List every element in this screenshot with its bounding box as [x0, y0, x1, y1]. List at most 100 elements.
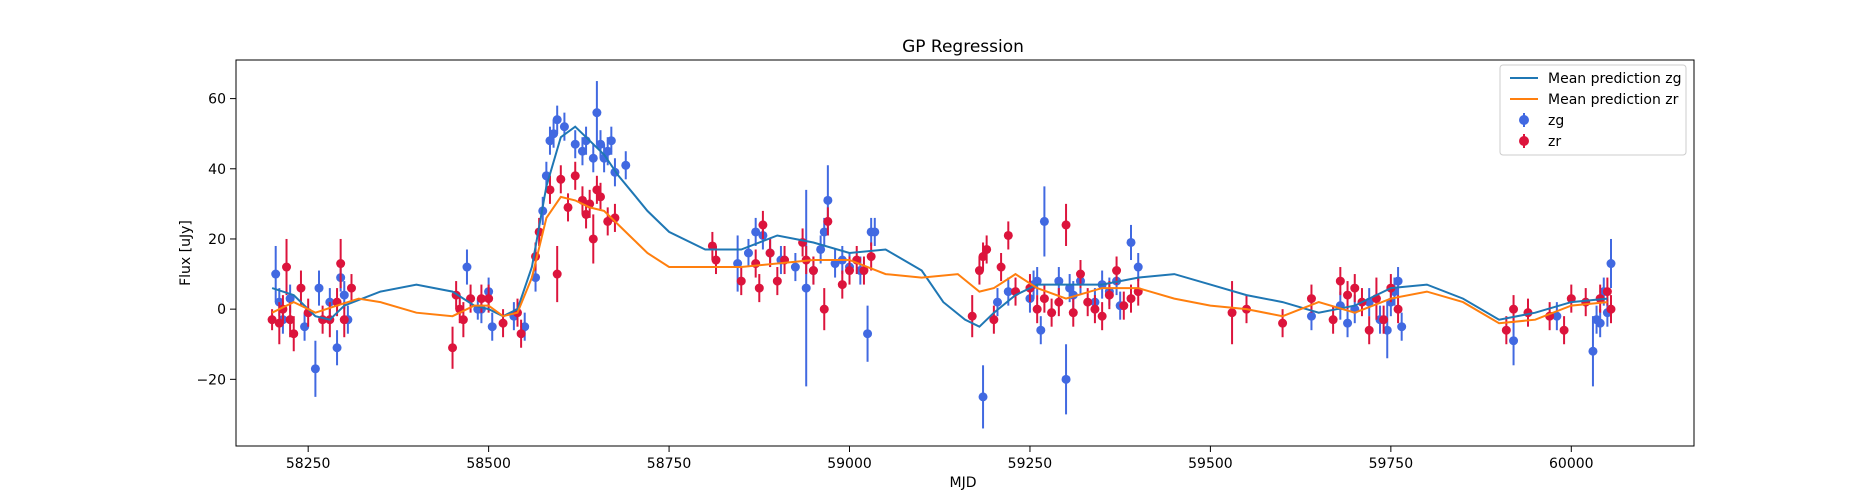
zg-point: [816, 244, 826, 254]
zg-point: [870, 227, 880, 237]
zr-point: [837, 280, 847, 290]
zg-point: [1343, 318, 1353, 328]
zr-point: [596, 192, 605, 202]
zr-point: [819, 304, 829, 314]
zr-point: [1126, 294, 1136, 304]
zg-point: [592, 108, 602, 118]
zg-point: [992, 297, 1002, 307]
zr-point: [1559, 325, 1569, 335]
zr-point: [1083, 297, 1093, 307]
zr-point: [1003, 230, 1013, 240]
zg-point: [462, 262, 472, 272]
zr-point: [592, 185, 602, 195]
y-axis: −20 0 20 40 60: [196, 92, 236, 388]
legend-label-mean-zg: Mean prediction zg: [1548, 71, 1682, 87]
zg-point: [743, 248, 753, 258]
chart-title: GP Regression: [902, 37, 1024, 57]
zr-point: [974, 266, 984, 276]
y-axis-label: Flux [uJy]: [178, 220, 194, 286]
legend-marker-zg: [1519, 115, 1529, 125]
zg-point: [1032, 276, 1042, 286]
zg-point: [733, 259, 743, 269]
zg-point: [603, 146, 613, 156]
zg-point: [1039, 216, 1049, 226]
x-tick-label: 59000: [827, 456, 872, 472]
zr-point: [1566, 294, 1576, 304]
plot-content: [267, 81, 1616, 429]
zg-point: [1552, 311, 1562, 321]
zg-point: [588, 153, 598, 163]
zr-point: [1097, 311, 1107, 321]
x-tick-label: 59750: [1369, 456, 1414, 472]
legend: Mean prediction zg Mean prediction zr zg…: [1499, 64, 1687, 156]
zr-point: [996, 262, 1006, 272]
zr-point: [1328, 315, 1338, 325]
zr-point: [845, 266, 855, 276]
zr-point: [1606, 304, 1616, 314]
zr-point: [1112, 266, 1122, 276]
zg-point: [621, 160, 631, 170]
zg-point: [599, 153, 609, 163]
zr-point: [339, 315, 349, 325]
zr-point: [285, 315, 295, 325]
zg-point: [830, 259, 840, 269]
zg-point: [487, 322, 497, 332]
zg-point: [751, 227, 761, 237]
zg-point: [285, 294, 295, 304]
zr-point: [1068, 308, 1078, 318]
zr-point: [458, 315, 468, 325]
zr-point: [1278, 318, 1288, 328]
zr-point: [552, 269, 562, 279]
zg-point: [1397, 322, 1407, 332]
zr-point: [1054, 297, 1064, 307]
zg-point: [559, 122, 569, 132]
x-axis-label: MJD: [950, 475, 977, 491]
zr-point: [1227, 308, 1237, 318]
zr-point: [1075, 269, 1085, 279]
zr-point: [484, 294, 494, 304]
zg-point: [1306, 311, 1316, 321]
zr-point: [1306, 294, 1316, 304]
zg-point: [545, 136, 555, 146]
x-tick-label: 59500: [1188, 456, 1233, 472]
zg-point: [1061, 374, 1071, 384]
zg-point: [577, 146, 587, 156]
zg-point: [819, 227, 829, 237]
plot-frame: [235, 59, 1695, 447]
zg-point: [1133, 262, 1143, 272]
zr-point: [498, 318, 508, 328]
zg-point: [606, 136, 616, 146]
zg-point: [1054, 276, 1064, 286]
legend-label-mean-zr: Mean prediction zr: [1548, 92, 1679, 108]
zr-point: [476, 294, 486, 304]
legend-marker-zr: [1519, 136, 1529, 146]
zg-points: [271, 81, 1616, 429]
zr-point: [1047, 308, 1057, 318]
zr-point: [545, 185, 555, 195]
zr-point: [754, 283, 764, 293]
zr-point: [336, 259, 346, 269]
zg-point: [801, 283, 811, 293]
zg-point: [1509, 336, 1519, 346]
zr-point: [282, 262, 292, 272]
zr-point: [448, 343, 458, 353]
zg-point: [1393, 276, 1403, 286]
zr-point: [346, 283, 356, 293]
zr-point: [289, 329, 299, 339]
y-tick-label: 0: [217, 302, 226, 318]
zr-point: [1061, 220, 1071, 230]
mean-prediction-zr-line: [271, 195, 1608, 325]
zr-point: [772, 276, 782, 286]
zr-point: [736, 276, 746, 286]
zr-point: [711, 255, 721, 265]
zg-point: [790, 262, 800, 272]
zg-point: [978, 392, 988, 402]
zr-point: [978, 252, 988, 262]
zr-point: [989, 315, 999, 325]
zr-point: [758, 220, 768, 230]
y-tick-label: −20: [196, 372, 226, 388]
zg-point: [1595, 318, 1605, 328]
zr-point: [967, 311, 977, 321]
zr-point: [1335, 276, 1345, 286]
